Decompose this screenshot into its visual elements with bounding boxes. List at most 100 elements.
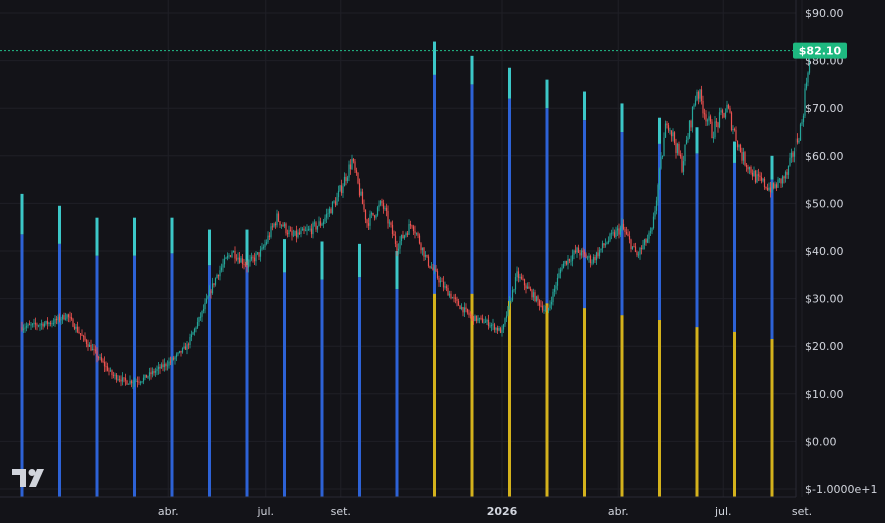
candle-body	[253, 257, 256, 262]
candle-body	[195, 327, 197, 329]
candle-body	[730, 112, 733, 131]
candle-body	[639, 248, 641, 255]
candle-body	[634, 246, 637, 253]
candle-body	[649, 231, 652, 233]
candle-body	[286, 233, 289, 235]
y-tick-label: $10.00	[805, 388, 844, 401]
candle-body	[405, 233, 407, 236]
candle-body	[718, 112, 721, 128]
candle-body	[234, 251, 236, 259]
bar-blue	[733, 162, 736, 497]
candle-body	[160, 364, 163, 369]
candle-body	[360, 191, 362, 196]
candle-body	[786, 172, 788, 175]
candle-body	[271, 226, 274, 228]
candle-body	[606, 242, 608, 244]
candle-body	[72, 319, 74, 327]
candle-body	[453, 297, 455, 299]
candle-body	[73, 326, 76, 329]
candle-body	[561, 268, 563, 270]
candle-body	[760, 177, 763, 181]
candle-body	[429, 265, 431, 268]
candle-body	[619, 227, 622, 235]
candle-body	[622, 223, 625, 230]
candle-body	[778, 178, 781, 180]
candle-body	[220, 267, 223, 271]
candle-body	[484, 321, 487, 323]
candle-body	[159, 366, 161, 369]
candle-body	[120, 379, 122, 382]
candle-body	[465, 307, 467, 310]
candle-body	[735, 130, 737, 141]
candle-body	[382, 202, 385, 209]
candle-body	[426, 255, 428, 257]
candle-body	[438, 278, 440, 283]
candle-body	[112, 375, 115, 376]
candle-body	[192, 332, 194, 335]
candle-body	[270, 226, 272, 237]
candle-body	[261, 247, 263, 250]
candle-body	[412, 226, 415, 232]
candle-body	[97, 357, 100, 359]
candle-body	[672, 132, 674, 137]
y-axis[interactable]: $-1.0000e+1 $0.00 $10.00 $20.00 $30.00 $40.00…	[805, 7, 877, 496]
candle-body	[123, 377, 125, 379]
candle-body	[333, 201, 335, 203]
candle-body	[684, 144, 686, 162]
candle-body	[700, 89, 703, 102]
candle-body	[369, 214, 371, 226]
candle-body	[144, 374, 146, 378]
candle-body	[583, 251, 586, 255]
candle-body	[430, 267, 433, 269]
candle-body	[747, 167, 749, 170]
candle-body	[562, 263, 565, 269]
candle-body	[118, 379, 121, 381]
logo-dot-shape	[28, 469, 36, 476]
candle-body	[114, 374, 116, 376]
candle-body	[679, 154, 682, 157]
x-tick-label: set.	[331, 505, 351, 518]
bar-cyan	[733, 141, 736, 163]
candle-body	[667, 125, 670, 131]
candle-body	[222, 264, 224, 268]
candle-body	[750, 166, 752, 173]
candle-body	[477, 318, 479, 321]
candle-body	[373, 215, 376, 218]
candle-body	[666, 123, 668, 126]
candle-body	[250, 256, 253, 260]
candle-body	[213, 283, 215, 285]
candle-body	[184, 346, 187, 350]
candle-body	[90, 344, 92, 351]
candle-body	[646, 238, 649, 243]
candle-body	[352, 158, 355, 162]
candle-body	[36, 324, 38, 326]
candle-body	[654, 210, 656, 217]
candle-body	[613, 232, 616, 237]
candle-body	[511, 290, 514, 301]
bar-gold	[470, 293, 474, 497]
candle-body	[789, 157, 791, 166]
candle-body	[135, 381, 137, 382]
candle-body	[669, 130, 671, 132]
bar-blue	[470, 84, 474, 498]
candle-body	[792, 152, 794, 157]
candle-body	[117, 379, 119, 381]
candle-body	[699, 89, 701, 99]
candle-body	[154, 370, 157, 373]
y-tick-label: $50.00	[805, 197, 844, 210]
candle-body	[91, 348, 94, 351]
candle-body	[205, 298, 208, 303]
candle-body	[378, 204, 380, 208]
tradingview-logo[interactable]	[12, 469, 44, 487]
candle-body	[589, 255, 592, 263]
candle-body	[565, 260, 568, 265]
x-axis[interactable]: abr. jul. set. 2026 abr. jul. set.	[0, 496, 812, 518]
candle-body	[196, 322, 199, 328]
candle-body	[102, 360, 104, 363]
candle-body	[658, 168, 661, 186]
candle-body	[615, 230, 617, 237]
candle-body	[781, 176, 784, 184]
candle-body	[28, 324, 31, 326]
x-tick-label: abr.	[158, 505, 179, 518]
